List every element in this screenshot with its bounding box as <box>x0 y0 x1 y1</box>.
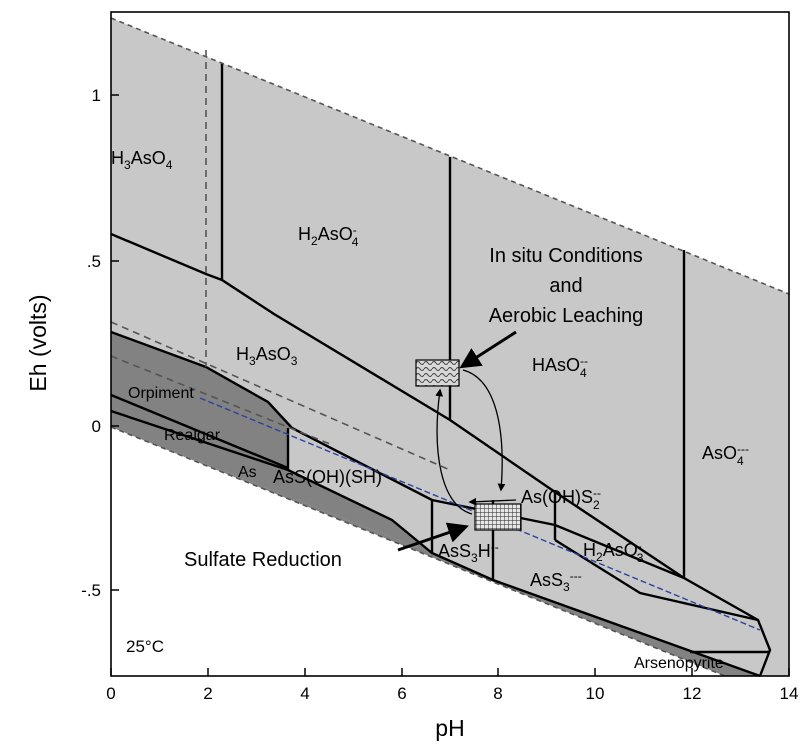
aerobic-marker <box>415 359 460 387</box>
oxidation-arrow <box>462 369 506 492</box>
species-label-ass3h: AsS3H-- <box>438 540 499 565</box>
x-ticks <box>110 668 790 676</box>
boundary-line <box>554 538 772 677</box>
sulfur-boundary-dashed <box>111 355 331 445</box>
y-tick-label: .5 <box>87 252 101 271</box>
x-tick-label: 8 <box>493 684 502 703</box>
x-tick-label: 0 <box>106 684 115 703</box>
sulfur-blue-line <box>199 397 761 631</box>
sulfur-boundary-dashed <box>111 321 451 471</box>
small-arrow <box>468 497 517 506</box>
boundary-line <box>110 409 761 678</box>
annotation-sulfate-arrow <box>397 522 469 552</box>
mineral-label-arsenopyrite: Arsenopyrite <box>634 655 724 672</box>
x-axis-title: pH <box>435 715 464 741</box>
x-tick-label: 10 <box>586 684 605 703</box>
x-tick-label: 14 <box>780 684 799 703</box>
species-labels: H3AsO4 H2AsO-4 HAsO--4 AsO---4 H3AsO3 As… <box>111 148 749 594</box>
x-tick-labels: 0 2 4 6 8 10 12 14 <box>106 684 798 703</box>
boundary-line <box>110 393 289 470</box>
y-axis-title: Eh (volts) <box>25 294 51 391</box>
sulfate-marker <box>474 503 522 531</box>
as-metal-field <box>111 411 432 553</box>
lower-water-limit <box>111 426 728 676</box>
y-tick-label: 0 <box>92 417 101 436</box>
boundary-line <box>110 232 759 622</box>
y-tick-labels: -.5 0 .5 1 <box>81 86 101 600</box>
orpiment-field <box>111 332 292 468</box>
mineral-label-as: As <box>238 464 257 481</box>
annotation-aerobic-line: and <box>549 275 582 297</box>
reduction-arrow <box>435 388 473 515</box>
x-tick-label: 4 <box>300 684 309 703</box>
y-tick-label: 1 <box>92 86 101 105</box>
annotation-sulfate-line: Sulfate Reduction <box>184 549 342 571</box>
x-tick-label: 2 <box>203 684 212 703</box>
annotation-aerobic-arrow <box>459 330 517 369</box>
annotation-sulfate: Sulfate Reduction <box>184 503 522 571</box>
mineral-labels: Orpiment Realgar As Arsenopyrite <box>128 385 724 672</box>
cycle-arrows <box>435 369 517 515</box>
field-below-lower-water-limit <box>111 427 789 676</box>
annotation-aerobic-line: In situ Conditions <box>489 245 642 267</box>
annotation-aerobic-line: Aerobic Leaching <box>489 305 644 327</box>
temperature-label: 25°C <box>126 637 164 656</box>
x-tick-label: 12 <box>683 684 702 703</box>
mineral-label-realgar: Realgar <box>164 427 221 444</box>
annotation-aerobic: In situ Conditions and Aerobic Leaching <box>415 245 644 387</box>
species-label-asohsh: AsS(OH)(SH) <box>273 467 382 487</box>
dashed-lines <box>111 17 789 676</box>
plot-frame <box>110 11 790 677</box>
mineral-label-orpiment: Orpiment <box>128 385 194 402</box>
y-ticks <box>111 94 119 591</box>
x-tick-label: 6 <box>397 684 406 703</box>
y-tick-label: -.5 <box>81 581 101 600</box>
